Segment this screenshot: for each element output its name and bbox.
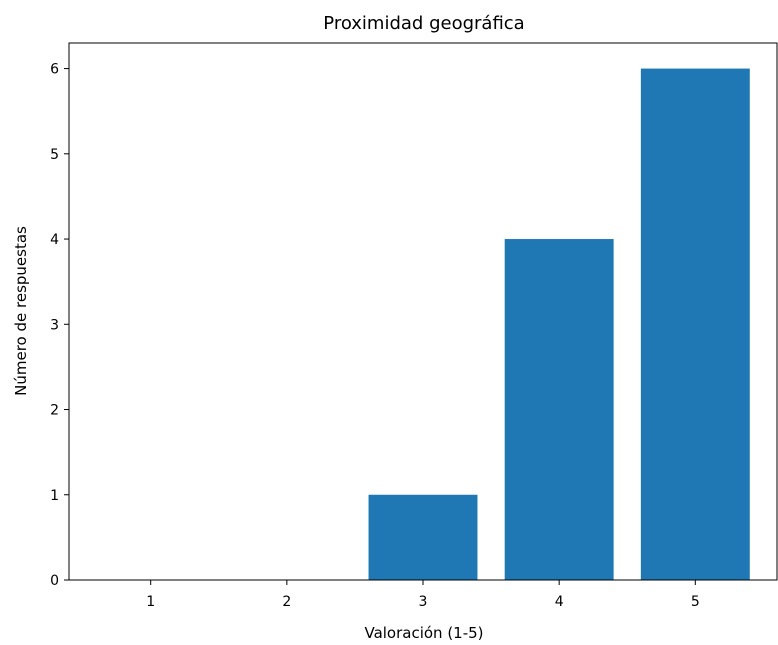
y-tick-label: 3 [50,317,59,333]
y-tick-label: 6 [50,62,59,78]
y-tick-label: 5 [50,147,59,163]
x-tick-label: 3 [419,594,428,610]
x-tick-label: 4 [555,594,564,610]
y-tick-label: 1 [50,488,59,504]
chart-title: Proximidad geográfica [323,13,524,34]
bar-4 [504,239,614,581]
x-axis-ticks: 1 2 3 4 5 [146,580,700,610]
bars-group [368,68,750,581]
y-tick-label: 4 [50,232,59,248]
x-tick-label: 5 [691,594,700,610]
y-axis-label: Número de respuestas [12,226,30,396]
x-axis-label: Valoración (1-5) [364,624,483,642]
bar-5 [640,68,750,581]
y-tick-label: 2 [50,403,59,419]
y-axis-ticks: 0 1 2 3 4 5 6 [50,62,69,589]
y-tick-label: 0 [50,573,59,589]
x-tick-label: 1 [146,594,155,610]
plot-frame [68,42,778,581]
x-tick-label: 2 [282,594,291,610]
bar-3 [368,494,478,580]
